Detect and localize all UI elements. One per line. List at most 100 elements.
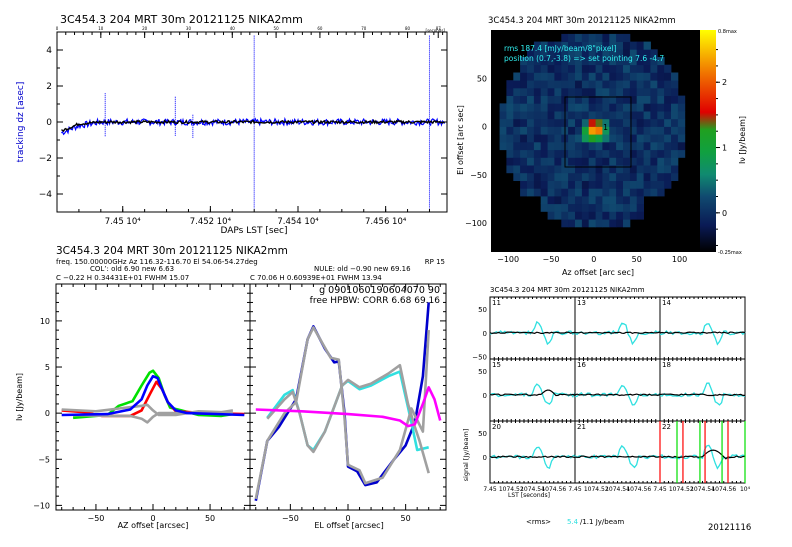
info-block: 3C454.3 204 MRT 30m 20121125 NIKA2mm fre… [56, 245, 445, 282]
map-position-annotation: position (0.7,-3.8) => set pointing 7.6 … [504, 54, 664, 63]
map-pixel [664, 80, 672, 89]
map-pixel [643, 80, 651, 89]
az-xtick-label: 0 [150, 514, 155, 523]
map-pixel [554, 134, 562, 143]
map-pixel [588, 80, 596, 89]
map-pixel [581, 80, 590, 89]
detector-panel: 21 [574, 420, 661, 484]
map-pixel [527, 157, 535, 166]
map-pixel [636, 196, 644, 205]
map-pixel [533, 80, 542, 89]
detector-xtick-label: 1074.54 [605, 486, 630, 493]
map-pixel [540, 57, 548, 66]
map-xtick-label: 100 [672, 255, 687, 264]
detector-panel: 14 [659, 296, 746, 360]
map-pixel [602, 103, 610, 112]
map-pixel [568, 95, 576, 104]
map-pixel [527, 126, 535, 135]
map-pixel [575, 157, 583, 166]
map-pixel [581, 134, 590, 143]
detector-panel-frame [574, 358, 661, 422]
map-pixel [533, 165, 542, 174]
map-pixel [568, 180, 576, 189]
el-scan-plot: −50 0 50 g 0901060190604070 90 free HPBW: … [249, 283, 447, 530]
az-ytick-label: 10 [40, 317, 50, 326]
map-pixel [581, 95, 590, 104]
map-pixel [575, 111, 583, 120]
map-pixel [588, 33, 596, 42]
map-pixel [643, 149, 651, 158]
tracking-ytick-label: 4 [46, 46, 52, 56]
map-pixel [602, 180, 610, 189]
map-pixel [581, 157, 590, 166]
map-pixel [568, 196, 576, 205]
map-pixel [513, 111, 521, 120]
map-ylabel: El offset [arc sec] [456, 105, 465, 175]
map-pixel [629, 80, 638, 89]
map-pixel [602, 33, 610, 42]
map-pixel [636, 95, 644, 104]
map-pixel [629, 180, 638, 189]
map-pixel [650, 157, 658, 166]
map-pixel [575, 180, 583, 189]
map-pixel [581, 203, 590, 212]
map-pixel [629, 134, 638, 143]
map-zoom-box [564, 96, 632, 168]
detector-panel-label: 15 [492, 361, 501, 369]
tracking-xlabel: DAPs LST [sec] [220, 226, 287, 236]
map-pixel [588, 64, 596, 73]
map-pixel [629, 196, 638, 205]
map-pixel [561, 211, 569, 220]
map-pixel [623, 72, 631, 81]
map-pixel [499, 134, 507, 143]
detector-xtick-label: 7.45 [568, 486, 582, 493]
map-pixel [568, 134, 576, 143]
map-pixel [520, 103, 528, 112]
map-pixel [629, 211, 638, 220]
el-xtick-label: −50 [282, 514, 299, 523]
map-pixel [664, 180, 672, 189]
map-pixel [506, 118, 514, 127]
map-pixel [520, 134, 528, 143]
map-pixel [629, 87, 638, 96]
map-pixel [568, 172, 576, 181]
map-pixel [616, 211, 624, 220]
map-pixel [643, 95, 651, 104]
detector-series-black [489, 331, 576, 335]
map-pixel [629, 157, 638, 166]
map-pixel [623, 95, 631, 104]
map-pixel [636, 111, 644, 120]
detector-xtick-label: 1074.52 [584, 486, 609, 493]
map-pixel [554, 87, 562, 96]
map-pixel [677, 149, 686, 158]
map-pixel [554, 57, 562, 66]
detector-xtick-label: 1074.52 [669, 486, 694, 493]
detector-series-black [489, 389, 576, 397]
map-pixel [568, 87, 576, 96]
map-pixel [657, 165, 665, 174]
map-pixel [643, 72, 651, 81]
map-pixel [595, 80, 603, 89]
map-pixel [602, 172, 610, 181]
map-pixel [520, 72, 528, 81]
map-pixel [540, 203, 548, 212]
map-pixel [664, 126, 672, 135]
map-pixel [616, 72, 624, 81]
map-pixel [506, 126, 514, 135]
map-pixel [636, 80, 644, 89]
map-pixel [609, 211, 617, 220]
map-pixel [616, 165, 624, 174]
detector-series-black [574, 455, 661, 459]
map-pixel [554, 64, 562, 73]
detector-series-cyan [574, 384, 661, 406]
colorbar-min-label: -0.25max [718, 250, 742, 256]
map-pixel [636, 157, 644, 166]
map-pixel [506, 95, 514, 104]
map-pixel [602, 118, 610, 127]
map-pixel [588, 118, 596, 127]
map-pixel [520, 95, 528, 104]
detector-series-black [659, 331, 746, 335]
map-pixel [602, 134, 610, 143]
map-pixel [602, 80, 610, 89]
detector-series-cyan [659, 323, 746, 346]
